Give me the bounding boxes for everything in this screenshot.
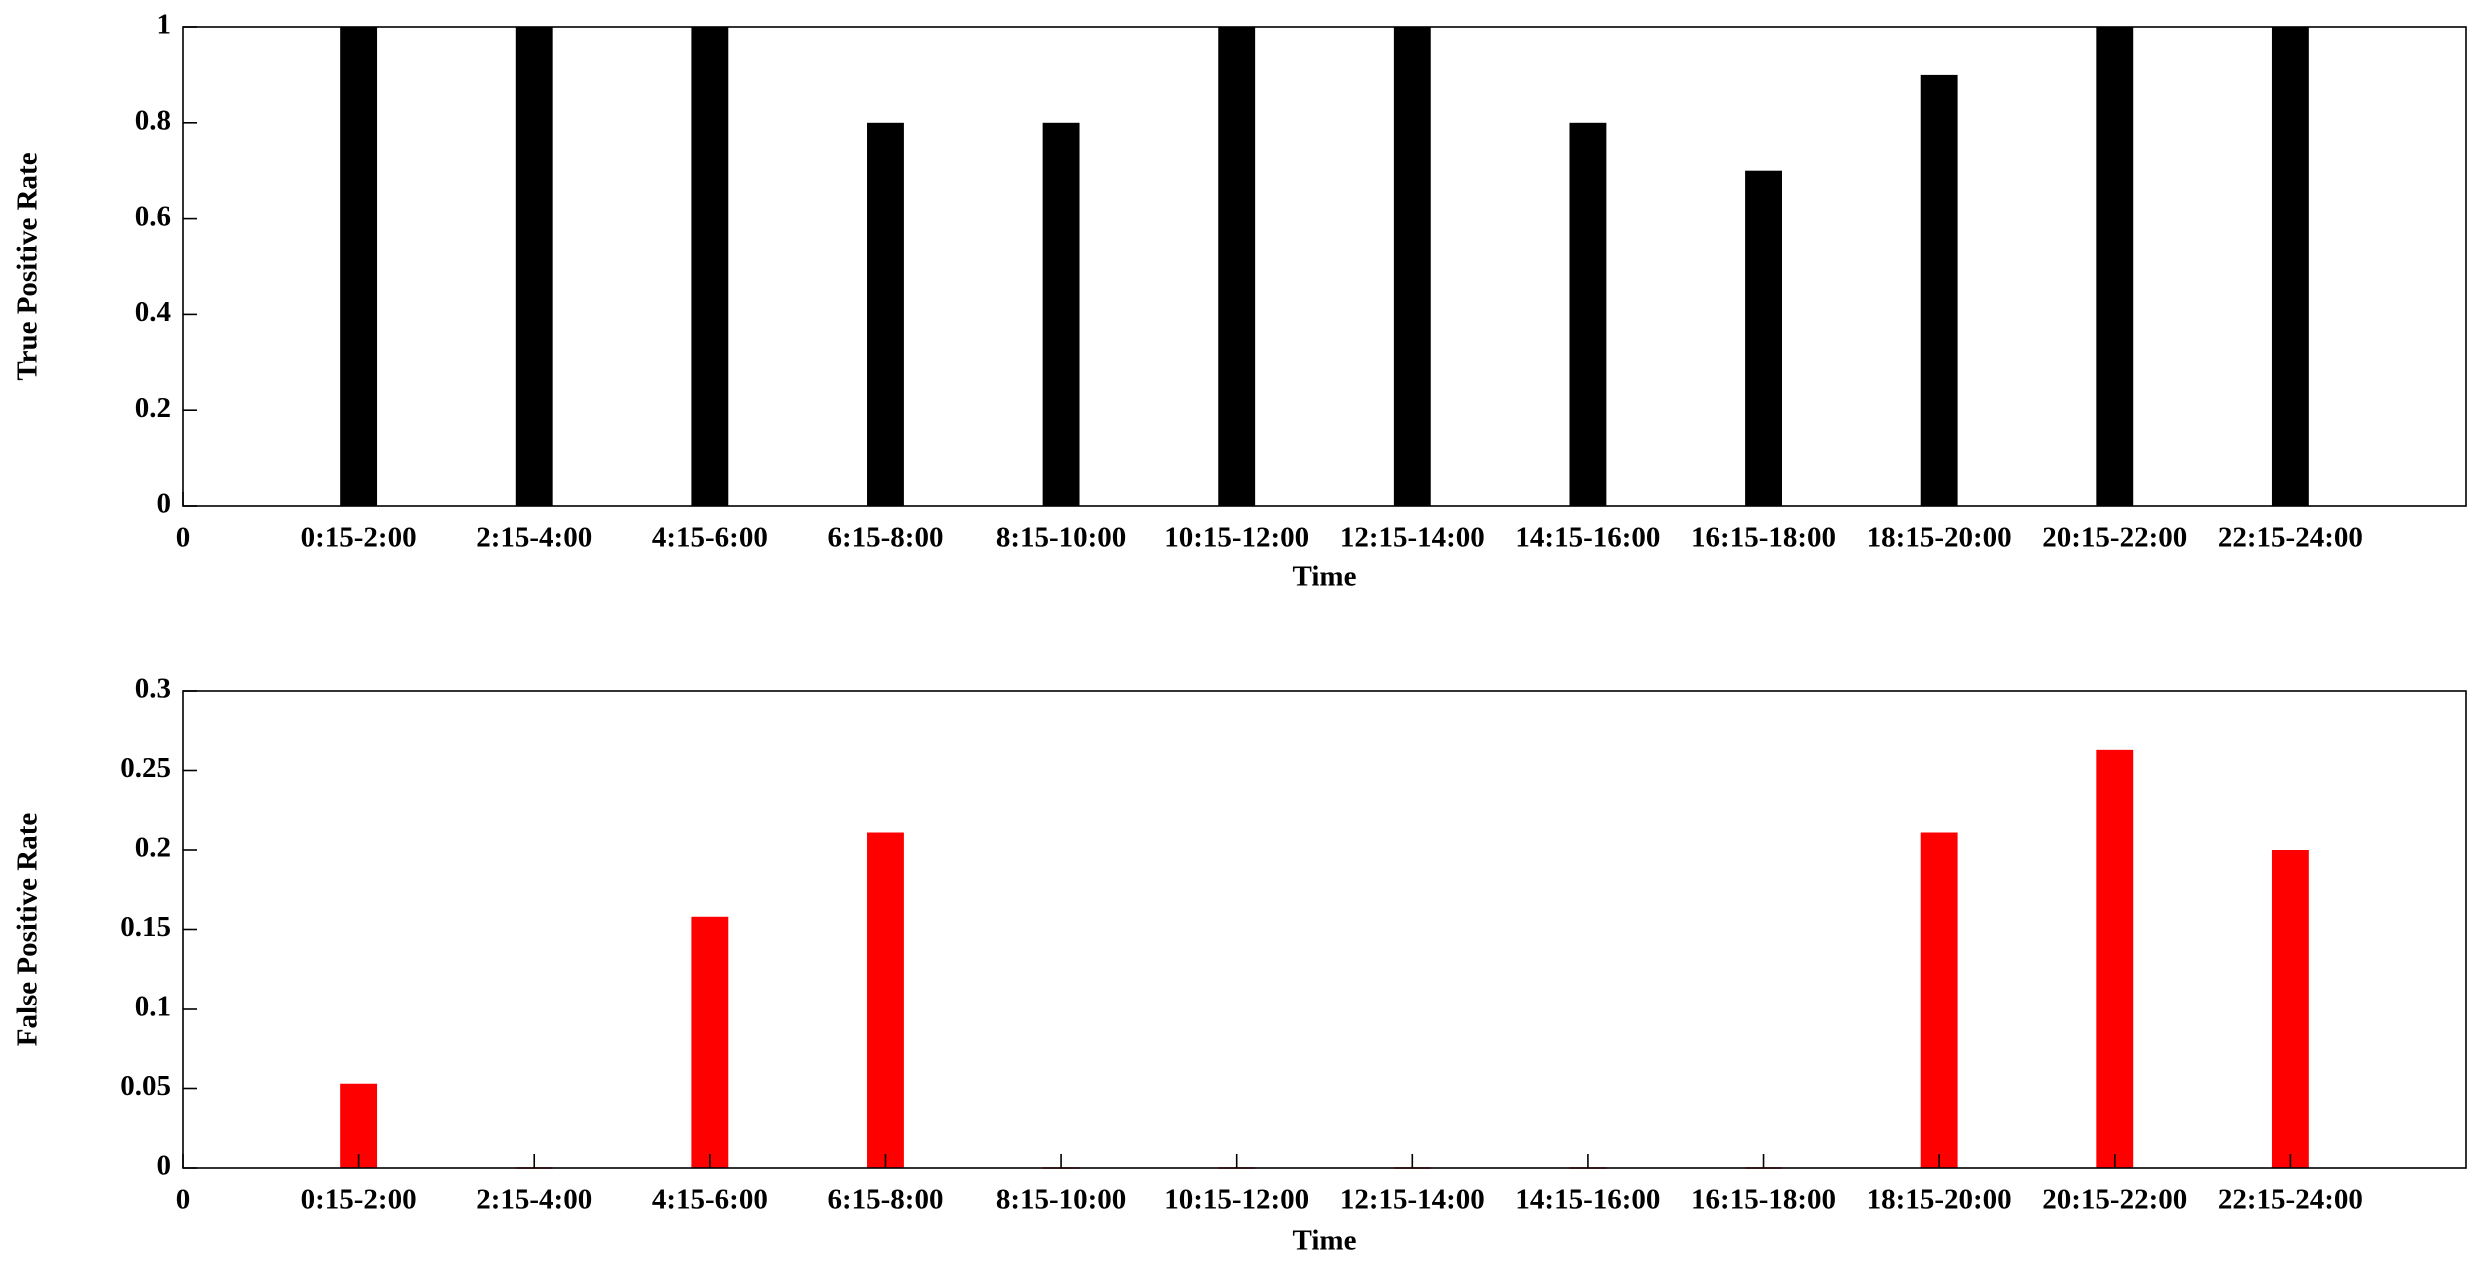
y-tick-label: 0.25 <box>120 752 171 784</box>
x-tick-label: 12:15-14:00 <box>1340 522 1485 554</box>
x-tick-label: 18:15-20:00 <box>1867 1184 2012 1216</box>
bar <box>2271 850 2309 1168</box>
bar <box>867 122 904 507</box>
x-tick-label: 16:15-18:00 <box>1691 1184 1836 1216</box>
x-tick-label: 20:15-22:00 <box>2042 522 2187 554</box>
bar <box>340 1083 378 1168</box>
bar <box>691 27 729 506</box>
x-tick-label: 4:15-6:00 <box>652 522 768 554</box>
y-tick-label: 0.6 <box>135 200 171 232</box>
x-tick-label: 2:15-4:00 <box>476 522 592 554</box>
y-tick-label: 0 <box>157 1150 172 1182</box>
bar <box>2271 27 2309 506</box>
y-axis-label: True Positive Rate <box>12 152 44 380</box>
y-axis-label: False Positive Rate <box>12 813 44 1047</box>
x-axis-label: Time <box>1293 1225 1357 1257</box>
y-tick-label: 1 <box>157 9 172 41</box>
y-tick-label: 0.3 <box>135 673 171 705</box>
x-tick-label: 0 <box>176 522 191 554</box>
x-tick-label: 18:15-20:00 <box>1867 522 2012 554</box>
y-tick-label: 0.8 <box>135 104 171 136</box>
bar <box>1218 27 1256 506</box>
y-tick-label: 0.2 <box>135 392 171 424</box>
bar <box>2096 27 2134 506</box>
x-tick-label: 8:15-10:00 <box>996 1184 1126 1216</box>
y-tick-label: 0.2 <box>135 832 171 864</box>
bar <box>867 832 904 1168</box>
x-tick-label: 14:15-16:00 <box>1515 522 1660 554</box>
y-tick-label: 0.1 <box>135 991 171 1023</box>
bar <box>515 27 553 506</box>
bar <box>1920 74 1958 507</box>
x-tick-label: 22:15-24:00 <box>2218 522 2363 554</box>
x-tick-label: 2:15-4:00 <box>476 1184 592 1216</box>
x-tick-label: 16:15-18:00 <box>1691 522 1836 554</box>
x-tick-label: 0:15-2:00 <box>301 522 417 554</box>
x-tick-label: 4:15-6:00 <box>652 1184 768 1216</box>
bar <box>340 27 378 506</box>
x-tick-label: 22:15-24:00 <box>2218 1184 2363 1216</box>
bar <box>1042 122 1080 507</box>
x-tick-label: 0 <box>176 1184 191 1216</box>
bar <box>1393 27 1431 506</box>
x-tick-label: 0:15-2:00 <box>301 1184 417 1216</box>
x-tick-label: 10:15-12:00 <box>1164 522 1309 554</box>
x-tick-label: 14:15-16:00 <box>1515 1184 1660 1216</box>
x-tick-label: 6:15-8:00 <box>827 1184 943 1216</box>
bar <box>1569 122 1607 507</box>
bar <box>2096 749 2134 1168</box>
x-tick-label: 6:15-8:00 <box>827 522 943 554</box>
y-tick-label: 0 <box>157 488 172 520</box>
x-tick-label: 12:15-14:00 <box>1340 1184 1485 1216</box>
x-tick-label: 8:15-10:00 <box>996 522 1126 554</box>
x-tick-label: 20:15-22:00 <box>2042 1184 2187 1216</box>
y-tick-label: 0.4 <box>135 296 171 328</box>
x-axis-label: Time <box>1293 561 1357 593</box>
y-tick-label: 0.05 <box>120 1070 171 1102</box>
x-tick-label: 10:15-12:00 <box>1164 1184 1309 1216</box>
bar <box>1920 832 1958 1168</box>
bar <box>1745 170 1782 506</box>
bar <box>691 916 729 1168</box>
y-tick-label: 0.15 <box>120 911 171 943</box>
plot-frame <box>182 26 2467 507</box>
